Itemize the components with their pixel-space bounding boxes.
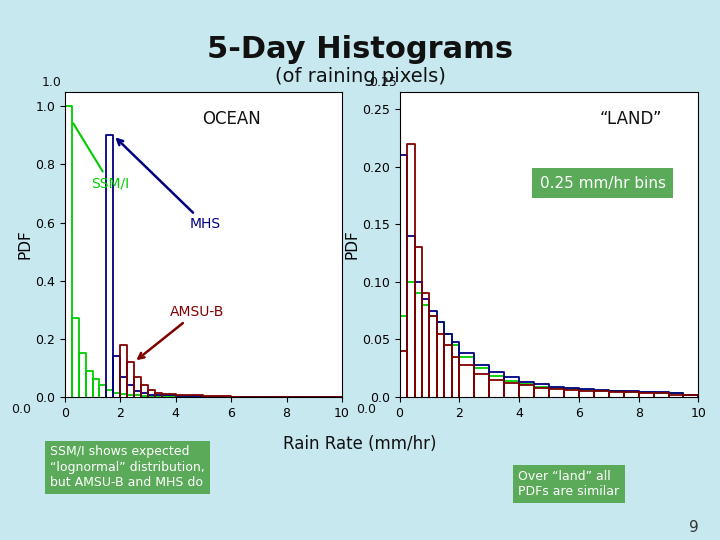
Text: 0.25: 0.25	[369, 76, 397, 89]
Text: 0.0: 0.0	[12, 403, 32, 416]
Text: “LAND”: “LAND”	[600, 110, 662, 128]
Text: AMSU-B: AMSU-B	[138, 305, 225, 359]
Text: SSM/I: SSM/I	[73, 123, 130, 191]
Text: 0.25 mm/hr bins: 0.25 mm/hr bins	[540, 176, 666, 191]
Text: 5-Day Histograms: 5-Day Histograms	[207, 35, 513, 64]
Text: 1.0: 1.0	[42, 76, 62, 89]
Text: Over “land” all
PDFs are similar: Over “land” all PDFs are similar	[518, 470, 619, 498]
Y-axis label: PDF: PDF	[17, 230, 32, 259]
Text: SSM/I shows expected
“lognormal” distribution,
but AMSU-B and MHS do: SSM/I shows expected “lognormal” distrib…	[50, 446, 205, 489]
Text: MHS: MHS	[117, 139, 220, 231]
Text: OCEAN: OCEAN	[202, 110, 261, 128]
Text: 0.0: 0.0	[356, 403, 376, 416]
Text: (of raining pixels): (of raining pixels)	[274, 68, 446, 86]
Text: 9: 9	[688, 519, 698, 535]
Y-axis label: PDF: PDF	[344, 230, 359, 259]
Text: Rain Rate (mm/hr): Rain Rate (mm/hr)	[283, 435, 437, 453]
